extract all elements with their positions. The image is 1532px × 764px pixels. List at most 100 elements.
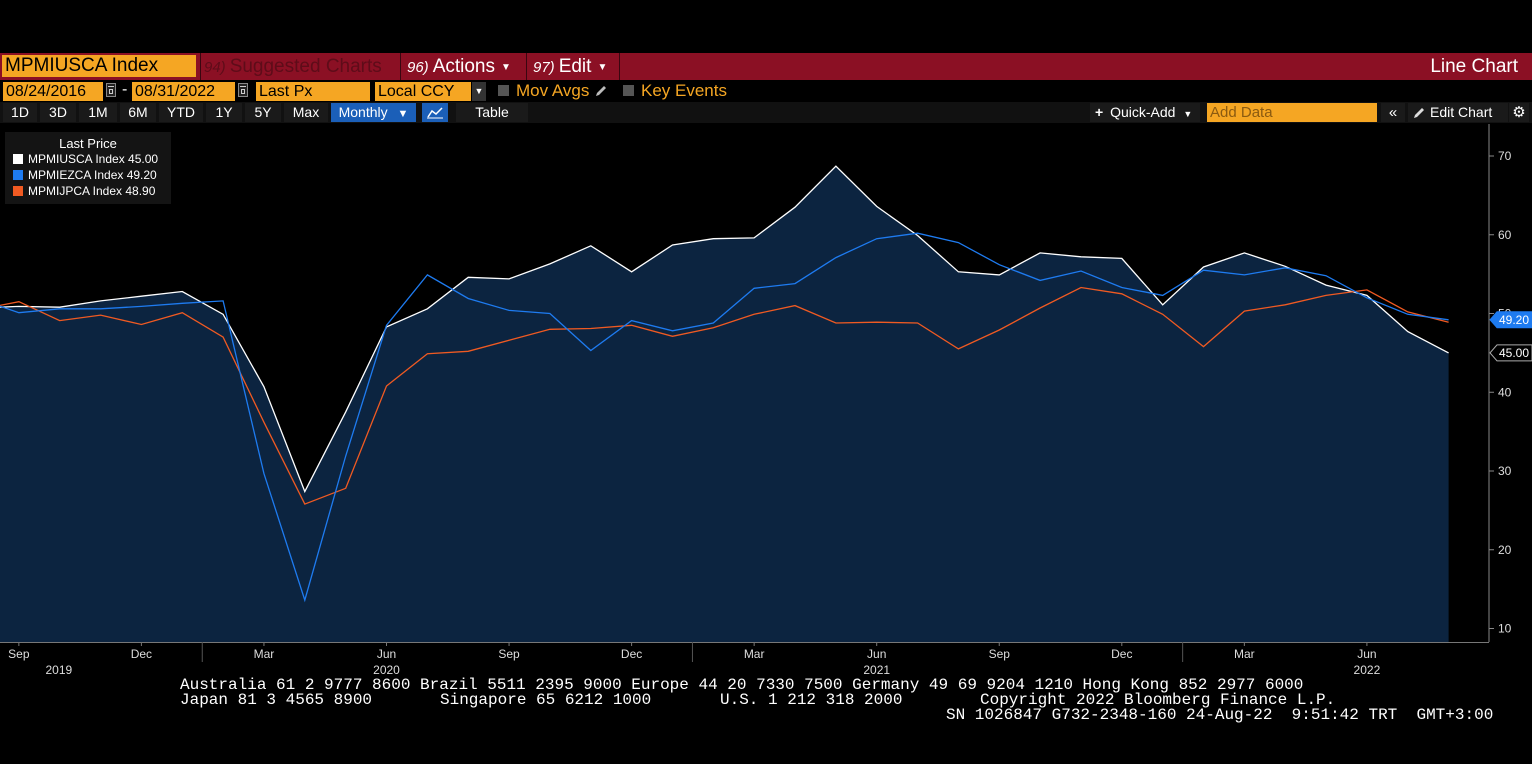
line-chart-view-button[interactable] <box>422 103 448 122</box>
ticker-input[interactable]: MPMIUSCA Index <box>2 55 196 77</box>
plus-icon: + <box>1095 104 1104 120</box>
x-month-label: Sep <box>498 647 520 661</box>
x-month-label: Mar <box>1234 647 1255 661</box>
x-year-label: 2019 <box>45 663 72 677</box>
caret-down-icon: ▼ <box>501 62 511 73</box>
legend-swatch <box>13 186 23 196</box>
footer: Australia 61 2 9777 8600 Brazil 5511 239… <box>0 676 1532 764</box>
line-chart-icon <box>427 107 443 119</box>
y-tick-label: 30 <box>1498 464 1512 478</box>
calendar-icon[interactable] <box>106 83 116 97</box>
legend-entry-label: MPMIJPCA Index 48.90 <box>28 184 156 198</box>
pencil-icon[interactable] <box>594 84 608 98</box>
range-1d-button[interactable]: 1D <box>3 103 37 122</box>
frequency-label: Monthly <box>338 104 388 120</box>
x-month-label: Mar <box>254 647 275 661</box>
legend-swatch <box>13 154 23 164</box>
actions-label: Actions <box>432 56 495 77</box>
mov-avgs-checkbox[interactable] <box>498 85 509 96</box>
chart-canvas[interactable]: 10203040506070 SepDecMarJunSepDecMarJunS… <box>0 124 1532 680</box>
range-6m-button[interactable]: 6M <box>120 103 156 122</box>
divider <box>619 53 620 80</box>
series-line-mpmiezca <box>0 232 1449 603</box>
y-tick-label: 40 <box>1498 385 1512 399</box>
last-value-label: 45.00 <box>1499 346 1529 360</box>
toolbar: 1D 3D 1M 6M YTD 1Y 5Y Max Monthly ▼ Tabl… <box>0 102 1532 123</box>
divider <box>200 53 201 80</box>
line-chart[interactable]: 10203040506070 SepDecMarJunSepDecMarJunS… <box>0 124 1532 680</box>
mov-avgs-label[interactable]: Mov Avgs <box>516 81 590 100</box>
edit-chart-button[interactable]: Edit Chart <box>1408 103 1508 122</box>
footer-contacts-line1: Australia 61 2 9777 8600 Brazil 5511 239… <box>180 676 1304 694</box>
legend-swatch <box>13 170 23 180</box>
range-1y-button[interactable]: 1Y <box>206 103 242 122</box>
x-month-label: Jun <box>1357 647 1376 661</box>
currency-dropdown-icon[interactable]: ▼ <box>472 82 486 101</box>
x-year-label: 2020 <box>373 663 400 677</box>
y-tick-label: 70 <box>1498 149 1512 163</box>
x-month-label: Dec <box>621 647 642 661</box>
legend-entry-ezca[interactable]: MPMIEZCA Index 49.20 <box>13 168 157 182</box>
series-line-mpmiusca <box>0 165 1449 494</box>
x-month-label: Sep <box>989 647 1011 661</box>
add-data-input[interactable]: Add Data <box>1207 103 1377 122</box>
y-tick-label: 10 <box>1498 622 1512 636</box>
footer-contact-singapore: Singapore 65 6212 1000 <box>440 691 652 709</box>
legend-entry-label: MPMIEZCA Index 49.20 <box>28 168 157 182</box>
legend-entry-jpca[interactable]: MPMIJPCA Index 48.90 <box>13 184 155 198</box>
y-tick-label: 20 <box>1498 543 1512 557</box>
caret-down-icon: ▼ <box>597 62 608 73</box>
x-month-label: Jun <box>377 647 396 661</box>
suggested-charts-label: Suggested Charts <box>229 56 382 77</box>
edit-label: Edit <box>558 56 592 77</box>
last-value-flag <box>1489 311 1532 329</box>
range-5y-button[interactable]: 5Y <box>245 103 281 122</box>
price-field-select[interactable]: Last Px <box>256 82 370 101</box>
series-line-mpmijpca <box>0 286 1449 505</box>
x-year-label: 2022 <box>1354 663 1381 677</box>
menu-number: 94) <box>204 59 226 76</box>
start-date-input[interactable]: 08/24/2016 <box>3 82 103 101</box>
calendar-icon[interactable] <box>238 83 248 97</box>
legend-entry-usca[interactable]: MPMIUSCA Index 45.00 <box>13 152 158 166</box>
range-max-button[interactable]: Max <box>284 103 328 122</box>
x-month-label: Jun <box>867 647 886 661</box>
suggested-charts-button[interactable]: 94) Suggested Charts <box>204 53 382 80</box>
end-date-input[interactable]: 08/31/2022 <box>132 82 235 101</box>
footer-session-info: SN 1026847 G732-2348-160 24-Aug-22 9:51:… <box>946 706 1494 724</box>
edit-chart-label: Edit Chart <box>1430 104 1493 120</box>
last-value-label: 49.20 <box>1499 313 1529 327</box>
currency-select[interactable]: Local CCY <box>375 82 471 101</box>
actions-menu-button[interactable]: 96) Actions ▼ <box>407 53 511 80</box>
range-1m-button[interactable]: 1M <box>79 103 117 122</box>
legend-title: Last Price <box>59 136 117 151</box>
footer-contact-us: U.S. 1 212 318 2000 <box>720 691 903 709</box>
key-events-label[interactable]: Key Events <box>641 81 727 100</box>
area-fill-mpmiusca <box>0 166 1449 642</box>
quick-add-button[interactable]: + Quick-Add ▼ <box>1090 103 1200 122</box>
legend-entry-label: MPMIUSCA Index 45.00 <box>28 152 159 166</box>
x-month-label: Dec <box>1111 647 1132 661</box>
menu-number: 96) <box>407 59 429 76</box>
pencil-icon <box>1414 108 1424 118</box>
footer-copyright: Copyright 2022 Bloomberg Finance L.P. <box>980 691 1336 709</box>
range-3d-button[interactable]: 3D <box>40 103 76 122</box>
menu-number: 97) <box>533 59 555 76</box>
caret-down-icon: ▼ <box>1183 109 1193 119</box>
chart-type-title: Line Chart <box>1430 56 1518 77</box>
date-separator: - <box>122 81 128 98</box>
last-value-flag <box>1489 344 1532 362</box>
table-view-button[interactable]: Table <box>456 103 528 122</box>
chart-legend[interactable]: Last Price MPMIUSCA Index 45.00 MPMIEZCA… <box>5 132 171 204</box>
collapse-button[interactable]: « <box>1381 103 1405 122</box>
divider <box>400 53 401 80</box>
divider <box>526 53 527 80</box>
title-bar: MPMIUSCA Index 94) Suggested Charts 96) Ac… <box>0 53 1532 80</box>
y-tick-label: 60 <box>1498 228 1512 242</box>
edit-menu-button[interactable]: 97) Edit ▼ <box>533 53 607 80</box>
gear-icon[interactable]: ⚙ <box>1509 103 1529 122</box>
x-month-label: Mar <box>744 647 765 661</box>
frequency-select[interactable]: Monthly ▼ <box>331 103 416 122</box>
range-ytd-button[interactable]: YTD <box>159 103 203 122</box>
key-events-checkbox[interactable] <box>623 85 634 96</box>
